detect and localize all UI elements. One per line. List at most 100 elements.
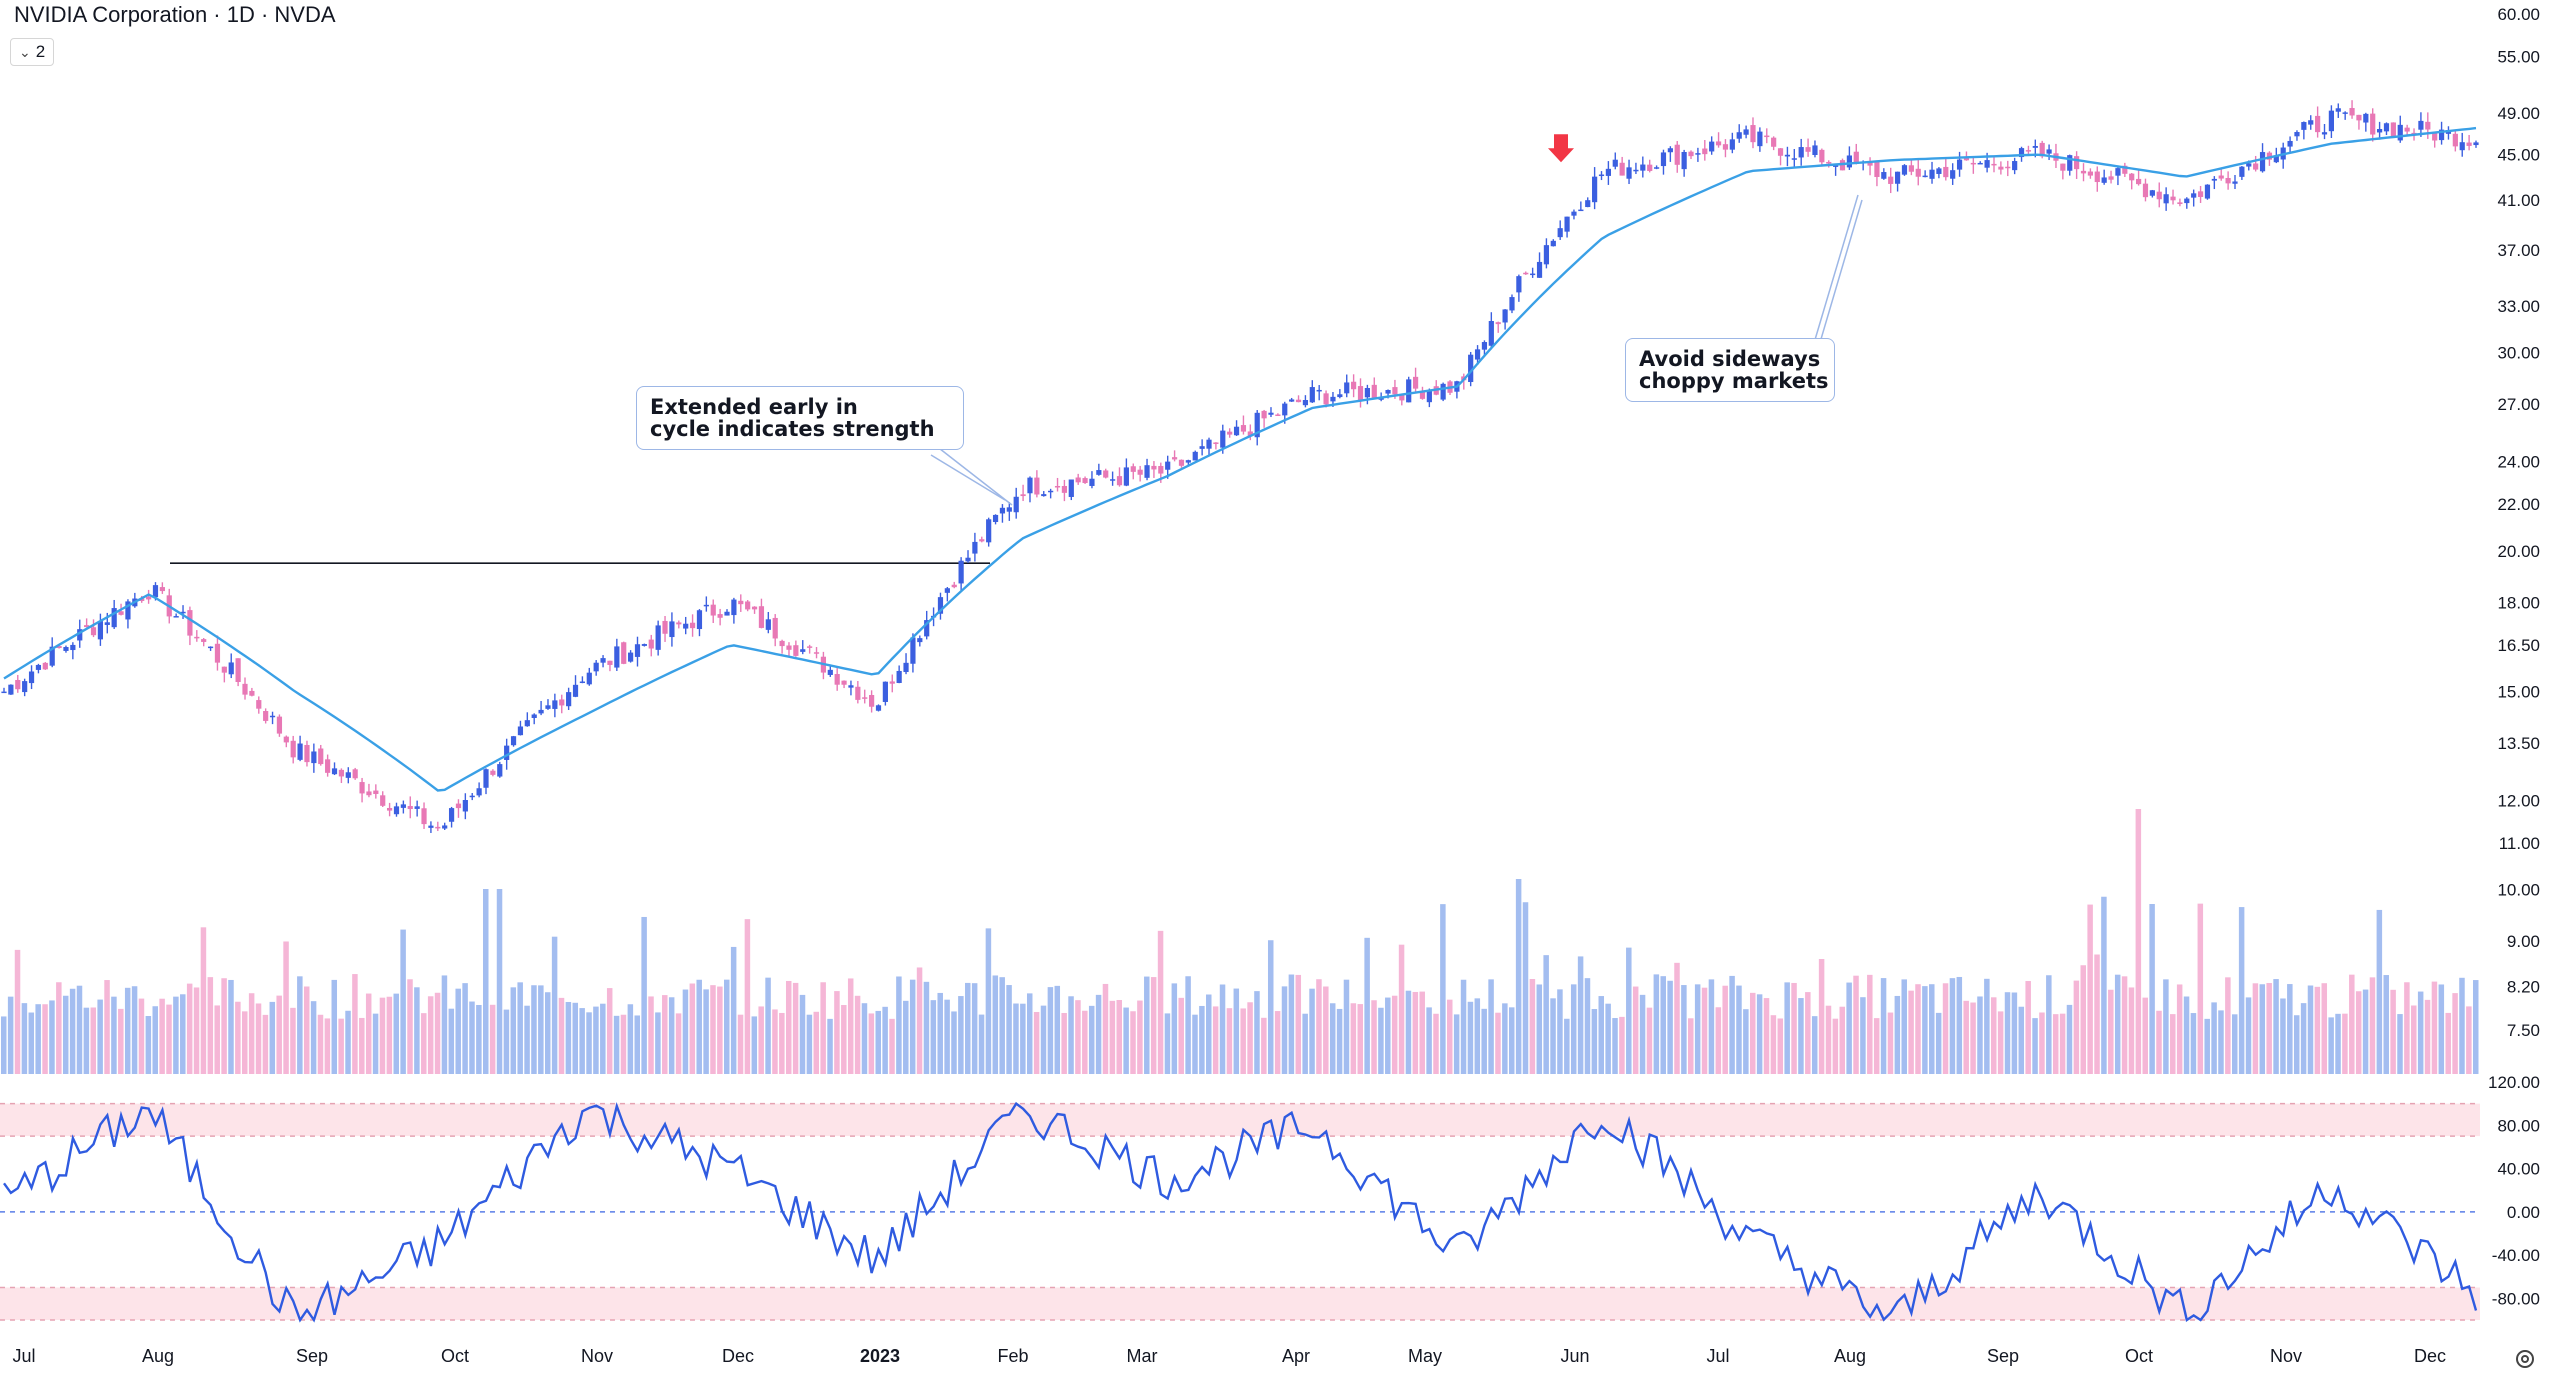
volume-bar <box>1956 976 1963 1074</box>
candle-body <box>1233 426 1240 436</box>
volume-bar <box>958 996 964 1074</box>
volume-bar <box>331 979 338 1074</box>
candle-body <box>22 681 28 693</box>
volume-bar <box>2080 965 2087 1074</box>
volume-bar <box>758 1006 764 1074</box>
volume-bar <box>186 983 193 1074</box>
candle-body <box>1757 131 1763 147</box>
volume-bar <box>916 967 923 1074</box>
volume-bar <box>965 982 971 1074</box>
candle-body <box>1034 477 1040 495</box>
price-axis-tick: 9.00 <box>2507 932 2540 951</box>
volume-bar <box>28 1012 35 1074</box>
candle-body <box>1199 446 1205 449</box>
volume-bar <box>1626 947 1632 1074</box>
candle-body <box>2459 142 2465 151</box>
candle-body <box>1309 387 1315 403</box>
candle-body <box>972 541 978 554</box>
volume-bar <box>1515 879 1522 1074</box>
candle-body <box>992 514 999 523</box>
volume-bar <box>971 983 978 1074</box>
volume-bar <box>42 1004 48 1074</box>
volume-bar <box>2046 975 2052 1074</box>
volume-bar <box>2128 987 2135 1074</box>
candle-body <box>1874 161 1880 177</box>
candle-body <box>1640 164 1646 171</box>
indicator-toggle-button[interactable]: ⌄ 2 <box>10 38 55 66</box>
volume-bar <box>1267 940 1274 1074</box>
candle-body <box>1282 403 1288 416</box>
volume-bar <box>2087 904 2093 1074</box>
candle-body <box>738 600 744 605</box>
candle-body <box>786 645 792 650</box>
volume-bar <box>118 1008 124 1074</box>
candle-body <box>1523 272 1529 275</box>
volume-bar <box>951 1011 957 1074</box>
volume-bar <box>751 1016 758 1074</box>
candle-body <box>1543 245 1550 265</box>
price-axis-tick: 16.50 <box>2497 636 2540 655</box>
volume-bar <box>531 985 537 1074</box>
volume-bar <box>1839 1006 1846 1074</box>
volume-bar <box>1302 1013 1308 1074</box>
callout-choppy-line1: Avoid sideways <box>1639 347 1821 371</box>
candle-body <box>393 806 400 815</box>
candle-body <box>2129 173 2135 181</box>
candle-body <box>572 684 579 697</box>
volume-bar <box>1150 977 1157 1074</box>
candle-body <box>283 736 289 743</box>
candle-body <box>207 646 214 649</box>
volume-bar <box>1763 998 1770 1074</box>
volume-bar <box>613 1015 620 1074</box>
candle-body <box>414 806 420 809</box>
volume-bar <box>703 989 709 1074</box>
candle-body <box>531 714 537 718</box>
candle-body <box>366 791 372 796</box>
volume-bar <box>448 1008 455 1074</box>
candle-body <box>1364 387 1370 398</box>
volume-bar <box>469 1001 475 1074</box>
candle-body <box>407 806 413 810</box>
volume-bar <box>407 979 413 1074</box>
volume-bar <box>1453 1014 1460 1074</box>
volume-bar <box>689 983 696 1074</box>
volume-bar <box>1818 958 1825 1074</box>
candle-body <box>999 507 1006 514</box>
candle-body <box>1502 309 1508 323</box>
volume-bar <box>56 982 62 1074</box>
candle-body <box>607 660 613 665</box>
candle-body <box>1006 507 1012 512</box>
volume-bar <box>579 1008 585 1074</box>
volume-bar <box>1391 995 1398 1074</box>
candle-body <box>2101 177 2107 183</box>
oscillator-axis-tick: 120.00 <box>2488 1073 2540 1092</box>
candle-body <box>1888 176 1894 184</box>
settings-icon[interactable] <box>2514 1348 2536 1370</box>
candle-body <box>1082 478 1088 484</box>
candle-body <box>1771 137 1777 147</box>
candle-body <box>1647 164 1653 171</box>
candle-body <box>1516 276 1522 293</box>
volume-bar <box>765 977 771 1074</box>
volume-bar <box>813 1011 820 1074</box>
volume-bar <box>1997 1011 2004 1074</box>
candle-body <box>2156 191 2162 200</box>
price-axis-tick: 49.00 <box>2497 104 2540 123</box>
candle-body <box>579 681 586 684</box>
volume-bar <box>2018 1006 2025 1074</box>
volume-bar <box>1 1016 7 1074</box>
volume-bar <box>1323 986 1329 1074</box>
price-axis-tick: 27.00 <box>2497 395 2540 414</box>
volume-bar <box>414 987 420 1074</box>
volume-bar <box>1694 984 1701 1074</box>
candle-body <box>2321 132 2328 135</box>
candle-body <box>841 680 847 685</box>
candle-body <box>2239 166 2245 177</box>
candle-body <box>855 686 861 700</box>
price-axis-tick: 22.00 <box>2497 495 2540 514</box>
candle-body <box>380 795 386 806</box>
volume-bar <box>2004 992 2011 1074</box>
volume-bar <box>1564 1018 1570 1074</box>
candle-body <box>2170 196 2176 201</box>
